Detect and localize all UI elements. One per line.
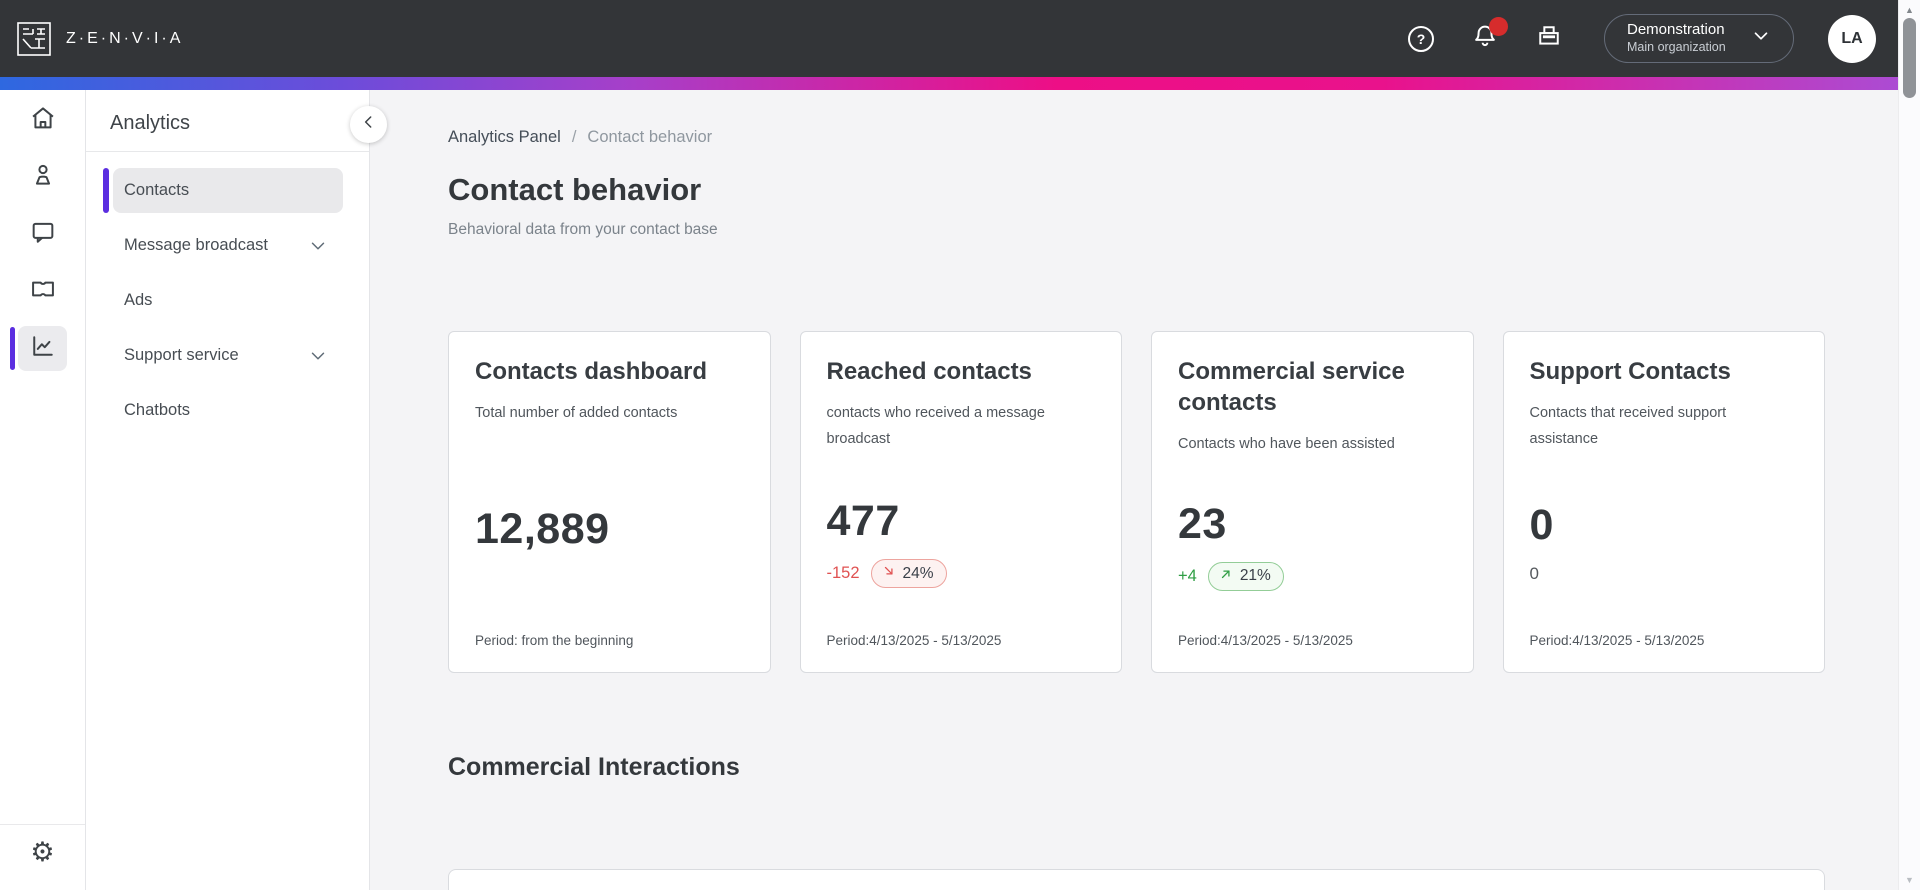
page-scrollbar[interactable]: ▲ ▼ [1898,0,1920,890]
trend-badge: 21% [1207,561,1284,591]
settings-gear-icon[interactable]: ⚙ [30,837,55,867]
analytics-nav-panel: Analytics Contacts Message broadcast Ads [86,90,387,890]
page-subtitle: Behavioral data from your contact base [448,221,718,238]
card-period: Period: from the beginning [475,633,634,648]
page-title: Contact behavior [448,172,702,207]
organization-name: Demonstration [1627,21,1725,39]
panel-title: Analytics [110,112,191,134]
home-icon [29,104,57,137]
rail-item-contacts[interactable] [18,155,67,200]
ticket-icon [29,275,57,308]
breadcrumb-separator: / [571,128,577,146]
menu-item-support-service[interactable]: Support service [113,333,343,378]
top-bar: Z·E·N·V·I·A ? [0,0,1920,77]
line-chart-icon [29,332,57,365]
rail-item-home[interactable] [18,98,67,143]
breadcrumb-current: Contact behavior [587,128,713,146]
card-description: Contacts who have been assisted [1178,436,1395,453]
card-value: 12,889 [475,505,610,554]
scrollbar-thumb[interactable] [1903,18,1916,98]
card-value: 477 [826,497,900,546]
arrow-up-right-icon [1219,567,1233,586]
user-avatar[interactable]: LA [1828,14,1876,63]
panel-menu: Contacts Message broadcast Ads Support s… [86,152,369,433]
card-period: Period:4/13/2025 - 5/13/2025 [826,633,1002,648]
card-contacts-dashboard: Contacts dashboard Total number of added… [448,331,771,673]
delta-value: -152 [826,564,860,583]
menu-item-chatbots[interactable]: Chatbots [113,388,343,433]
card-title: Commercial service contacts [1178,358,1405,417]
card-reached-contacts: Reached contacts contacts who received a… [799,331,1122,673]
chevron-left-icon [359,112,379,137]
chevron-down-icon [307,345,329,367]
card-description: Contacts that received support assistanc… [1529,405,1727,448]
card-title: Support Contacts [1529,358,1731,385]
brand-wordmark: Z·E·N·V·I·A [66,29,184,47]
print-button[interactable] [1534,24,1564,54]
help-button[interactable]: ? [1406,24,1436,54]
trend-badge: 24% [870,559,947,589]
card-value: 23 [1178,499,1227,548]
menu-item-label: Support service [124,346,239,364]
printer-icon [1535,22,1563,55]
trend-percentage: 21% [1239,567,1271,585]
notifications-button[interactable] [1470,16,1508,54]
scrollbar-up-arrow[interactable]: ▲ [1905,5,1914,15]
sidebar-icon-rail: ⚙ [0,90,86,890]
notification-badge-dot [1489,16,1508,36]
chevron-down-icon [1726,25,1772,52]
card-delta-row: +4 21% [1178,561,1447,591]
card-value: 0 [1529,501,1554,550]
menu-item-contacts[interactable]: Contacts [103,168,343,213]
card-support-contacts: Support Contacts Contacts that received … [1502,331,1825,673]
rail-item-analytics[interactable] [10,326,67,371]
top-bar-actions: ? Demonstration Main [1406,14,1876,63]
card-title: Contacts dashboard [475,358,708,385]
panel-collapse-button[interactable] [350,106,387,143]
kpi-cards-row: Contacts dashboard Total number of added… [448,331,1825,673]
breadcrumb-parent-link[interactable]: Analytics Panel [448,128,561,146]
brand: Z·E·N·V·I·A [16,21,183,57]
menu-item-label: Contacts [124,181,190,199]
card-title: Reached contacts [826,358,1032,385]
organization-switcher[interactable]: Demonstration Main organization [1604,14,1794,63]
menu-item-ads[interactable]: Ads [113,278,343,323]
delta-value: +4 [1178,566,1197,585]
chevron-down-icon [307,235,329,257]
scrollbar-down-arrow[interactable]: ▼ [1905,875,1914,885]
card-delta-row: -152 24% [826,559,1096,589]
commercial-interactions-card-stub [448,869,1825,890]
menu-item-label: Chatbots [124,401,191,419]
help-icon: ? [1408,25,1434,52]
chat-bubble-icon [29,218,57,251]
menu-item-message-broadcast[interactable]: Message broadcast [113,223,343,268]
arrow-down-right-icon [882,564,896,583]
card-description: Total number of added contacts [475,405,678,422]
rail-item-campaigns[interactable] [18,269,67,314]
card-period: Period:4/13/2025 - 5/13/2025 [1178,633,1353,648]
trend-percentage: 24% [902,564,934,582]
rail-item-conversations[interactable] [18,212,67,257]
card-commercial-service-contacts: Commercial service contacts Contacts who… [1151,331,1474,673]
main-content: Analytics Panel / Contact behavior Conta… [370,90,1920,890]
card-period: Period:4/13/2025 - 5/13/2025 [1529,633,1705,648]
person-icon [29,161,57,194]
panel-header: Analytics [86,90,369,152]
menu-item-label: Message broadcast [124,236,268,254]
section-heading-commercial-interactions: Commercial Interactions [448,753,740,781]
menu-item-label: Ads [124,291,153,309]
zenvia-logo-icon [16,21,52,57]
rail-footer: ⚙ [0,824,85,890]
organization-subtitle: Main organization [1627,40,1726,55]
brand-gradient-bar [0,77,1920,90]
breadcrumb: Analytics Panel / Contact behavior [448,128,1825,147]
card-secondary-value: 0 [1529,564,1539,584]
card-description: contacts who received a message broadcas… [826,405,1045,448]
